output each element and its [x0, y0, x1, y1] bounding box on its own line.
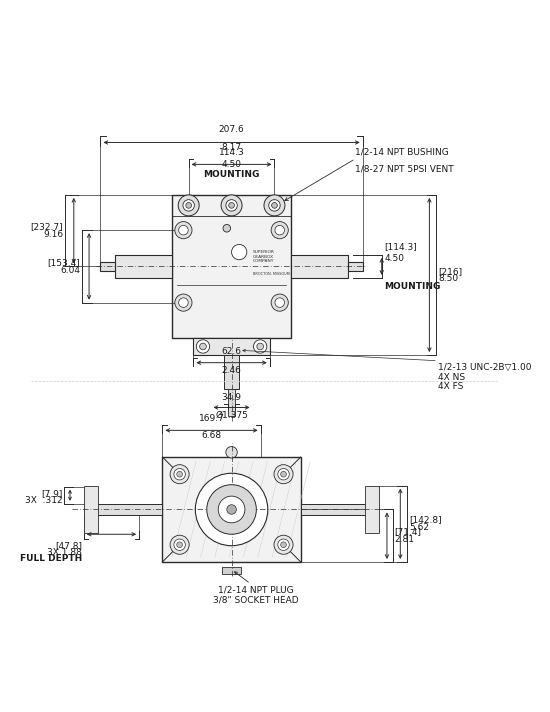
Bar — [84, 486, 98, 533]
Text: 8.50: 8.50 — [438, 274, 458, 283]
Text: 1/2-13 UNC-2B▽1.00: 1/2-13 UNC-2B▽1.00 — [438, 362, 531, 372]
Text: 2.81: 2.81 — [394, 535, 415, 544]
Text: 114.3: 114.3 — [219, 148, 244, 157]
Text: 1/2-14 NPT BUSHING: 1/2-14 NPT BUSHING — [355, 148, 449, 157]
Circle shape — [278, 539, 289, 550]
Circle shape — [226, 199, 237, 211]
Circle shape — [269, 199, 280, 211]
Circle shape — [186, 202, 191, 208]
Text: FULL DEPTH: FULL DEPTH — [20, 554, 82, 563]
Circle shape — [275, 298, 284, 308]
Circle shape — [278, 468, 289, 480]
Circle shape — [272, 202, 277, 208]
Circle shape — [174, 468, 185, 480]
Circle shape — [271, 294, 288, 311]
Circle shape — [257, 343, 263, 350]
Bar — [301, 504, 372, 515]
Text: 6.68: 6.68 — [201, 431, 222, 440]
Circle shape — [179, 226, 188, 235]
Text: [216]: [216] — [438, 267, 462, 276]
Text: [114.3]: [114.3] — [384, 242, 417, 251]
Circle shape — [170, 465, 189, 483]
Text: 207.6: 207.6 — [219, 125, 244, 134]
Text: 6.04: 6.04 — [60, 266, 80, 275]
Circle shape — [280, 542, 287, 548]
Circle shape — [223, 224, 230, 232]
Circle shape — [179, 298, 188, 308]
Text: 4.50: 4.50 — [384, 254, 405, 263]
Text: [71.4]: [71.4] — [394, 528, 422, 536]
Text: [47.8]: [47.8] — [55, 541, 82, 550]
Text: SUPERIOR
GEARBOX
COMPANY: SUPERIOR GEARBOX COMPANY — [252, 250, 274, 263]
Text: 3X  .312: 3X .312 — [25, 496, 62, 506]
Bar — [365, 486, 380, 533]
Text: 34.9: 34.9 — [222, 393, 241, 402]
Circle shape — [254, 340, 267, 353]
Bar — [291, 255, 348, 278]
Text: MOUNTING: MOUNTING — [384, 282, 441, 290]
Text: [153.4]: [153.4] — [48, 258, 80, 267]
Text: 9.16: 9.16 — [43, 230, 63, 239]
Text: 2.46: 2.46 — [222, 367, 241, 375]
Circle shape — [221, 195, 242, 216]
Circle shape — [178, 195, 199, 216]
Circle shape — [195, 473, 268, 545]
Text: BROCTON, MISSOURI: BROCTON, MISSOURI — [252, 272, 290, 276]
Circle shape — [274, 535, 293, 554]
Text: Ø1.375: Ø1.375 — [215, 412, 248, 420]
Circle shape — [196, 340, 210, 353]
Bar — [224, 355, 239, 389]
Circle shape — [207, 485, 256, 534]
Text: 4X NS: 4X NS — [438, 373, 465, 382]
Bar — [228, 389, 235, 416]
Circle shape — [200, 343, 206, 350]
Circle shape — [174, 539, 185, 550]
Circle shape — [275, 226, 284, 235]
Text: 8.17: 8.17 — [222, 143, 241, 152]
Circle shape — [175, 294, 192, 311]
Text: 169.7: 169.7 — [199, 414, 224, 423]
Text: MOUNTING: MOUNTING — [204, 170, 260, 179]
Text: 5.62: 5.62 — [409, 523, 429, 532]
Circle shape — [170, 535, 189, 554]
Text: [7.9]: [7.9] — [41, 488, 62, 498]
Text: 3/8" SOCKET HEAD: 3/8" SOCKET HEAD — [213, 595, 298, 604]
Circle shape — [177, 471, 183, 477]
Text: 1/2-14 NPT PLUG: 1/2-14 NPT PLUG — [218, 586, 293, 595]
Bar — [194, 338, 270, 355]
Bar — [222, 567, 241, 575]
Bar — [162, 457, 301, 562]
Bar — [115, 255, 172, 278]
Bar — [101, 262, 115, 271]
Circle shape — [232, 244, 247, 260]
Circle shape — [264, 195, 285, 216]
Text: [232.7]: [232.7] — [31, 222, 63, 231]
Bar — [172, 195, 291, 338]
Bar — [348, 262, 362, 271]
Circle shape — [183, 199, 194, 211]
Circle shape — [175, 221, 192, 239]
Bar — [91, 504, 162, 515]
Text: [142.8]: [142.8] — [409, 515, 442, 525]
Circle shape — [226, 446, 237, 458]
Circle shape — [177, 542, 183, 548]
Circle shape — [229, 202, 234, 208]
Text: 3X 1.88: 3X 1.88 — [47, 548, 82, 557]
Circle shape — [274, 465, 293, 483]
Text: 1/8-27 NPT 5PSI VENT: 1/8-27 NPT 5PSI VENT — [355, 164, 454, 174]
Circle shape — [227, 505, 236, 514]
Circle shape — [280, 471, 287, 477]
Text: 62.6: 62.6 — [222, 347, 241, 356]
Text: 4X FS: 4X FS — [438, 382, 463, 391]
Circle shape — [271, 221, 288, 239]
Text: 4.50: 4.50 — [222, 160, 241, 169]
Circle shape — [218, 496, 245, 523]
